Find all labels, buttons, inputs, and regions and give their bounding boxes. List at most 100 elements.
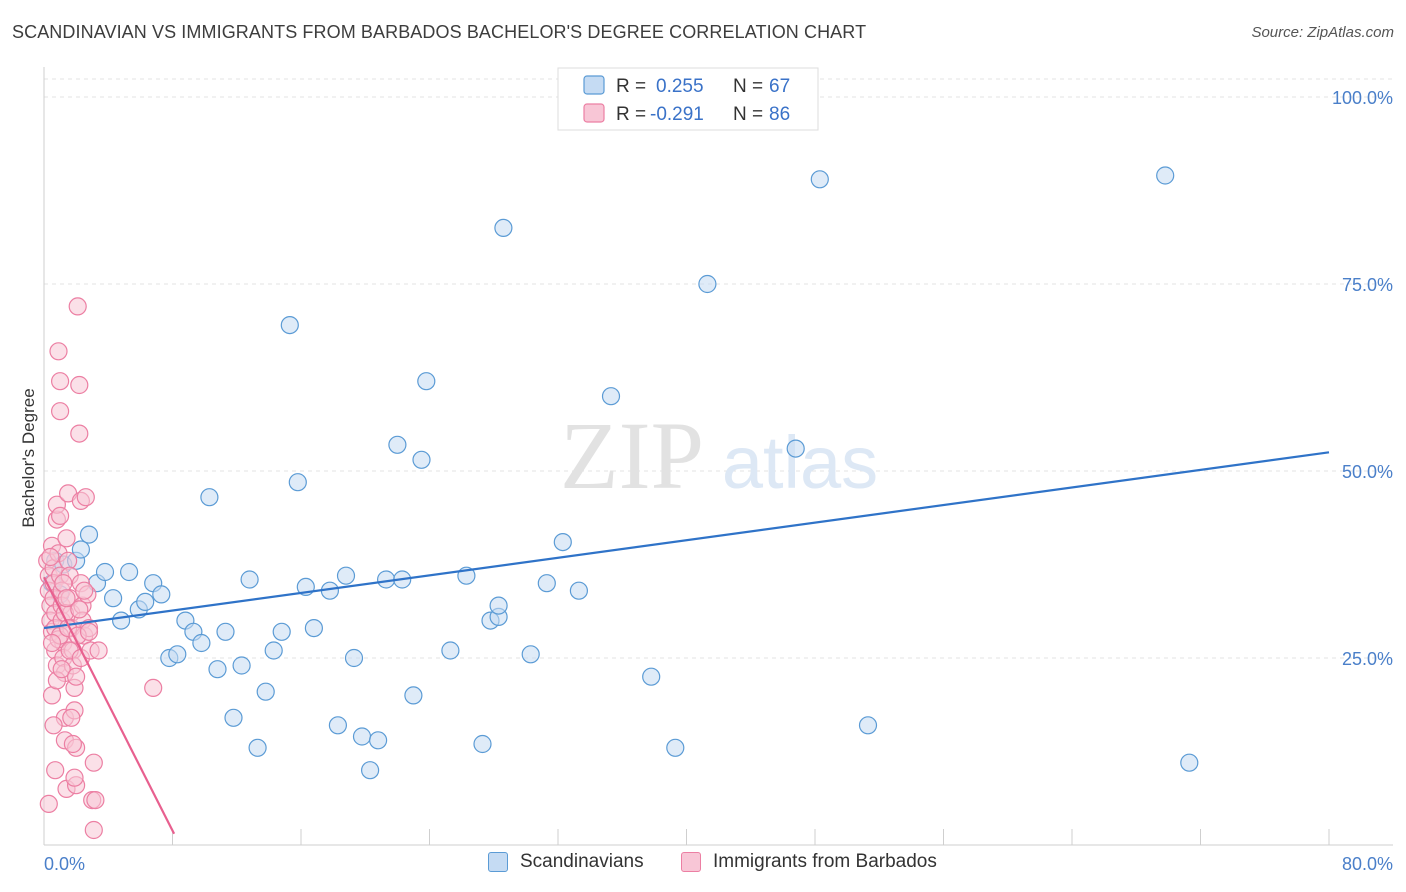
scandinavian-point — [240, 570, 259, 589]
legend-bottom-swatch-scandinavians — [488, 852, 508, 872]
scandinavian-point — [111, 611, 131, 630]
barbados-point — [50, 402, 70, 421]
legend-r-label-scandinavians: R = — [616, 76, 646, 97]
barbados-point — [70, 424, 89, 443]
scandinavian-point — [404, 686, 423, 705]
scandinavian-point — [71, 540, 91, 559]
legend-r-value-scandinavians: 0.255 — [656, 76, 704, 97]
scandinavian-point — [786, 439, 805, 458]
scandinavian-point — [1180, 753, 1199, 772]
barbados-point — [50, 506, 70, 526]
x-tick-label-min: 0.0% — [44, 854, 85, 874]
scandinavian-point — [304, 618, 323, 638]
source-label: Source: ZipAtlas.com — [1251, 24, 1394, 41]
scandinavian-point — [417, 372, 436, 391]
scandinavian-point — [336, 566, 356, 585]
scandinavian-point — [698, 274, 717, 294]
scandinavian-point — [352, 727, 372, 746]
scandinavian-point — [264, 641, 283, 660]
scandinavian-point — [152, 585, 171, 604]
scandinavian-point — [494, 218, 513, 237]
scandinavian-point — [192, 633, 211, 653]
scandinavian-point — [208, 660, 227, 679]
legend-n-value-barbados: 86 — [769, 104, 790, 125]
y-tick-label: 75.0% — [1342, 275, 1393, 295]
legend-swatch-barbados — [583, 103, 605, 123]
scandinavian-point — [288, 473, 307, 492]
scandinavian-point — [858, 716, 878, 735]
scandinavian-point — [489, 596, 508, 615]
scandinavian-point — [200, 488, 219, 507]
barbados-point — [39, 794, 58, 814]
scandinavian-point — [361, 761, 380, 780]
barbados-point — [42, 686, 62, 705]
scandinavian-point — [369, 731, 388, 750]
y-tick-labels: 100.0% 75.0% 50.0% 25.0% — [1332, 88, 1393, 669]
scandinavian-point — [272, 622, 291, 641]
barbados-point — [44, 716, 63, 735]
barbados-point — [70, 600, 89, 619]
trend-line-barbados — [43, 576, 176, 835]
legend-bottom-label-barbados: Immigrants from Barbados — [713, 851, 937, 872]
barbados-point — [70, 375, 89, 395]
barbados-point — [66, 667, 86, 686]
legend-bottom: Scandinavians Immigrants from Barbados — [0, 851, 1406, 879]
scandinavian-point — [521, 645, 540, 664]
scandinavian-point — [168, 645, 187, 664]
y-tick-label: 100.0% — [1332, 88, 1393, 108]
barbados-point — [75, 581, 94, 600]
barbados-point — [89, 641, 108, 660]
scandinavian-point — [232, 656, 251, 675]
scandinavian-point — [810, 170, 829, 189]
barbados-point — [42, 633, 62, 653]
barbados-point — [84, 820, 103, 840]
legend-n-label-scandinavians: N = — [733, 76, 763, 97]
scandinavian-point — [95, 562, 115, 582]
scandinavian-point — [388, 435, 407, 454]
scandinavian-point — [136, 592, 155, 612]
scandinavian-point — [103, 589, 123, 608]
scandinavian-point — [328, 716, 347, 735]
scandinavian-point — [248, 738, 267, 757]
watermark: ZIP atlas — [560, 402, 878, 509]
barbados-point — [76, 488, 95, 507]
scandinavian-point — [1156, 166, 1175, 185]
barbados-point — [52, 660, 71, 679]
barbados-point — [84, 753, 103, 772]
scandinavian-point — [537, 574, 556, 593]
legend-item-scandinavians[interactable]: Scandinavians — [488, 851, 644, 873]
barbados-point — [68, 297, 87, 316]
scandinavian-point — [473, 734, 492, 754]
barbados-point — [63, 734, 83, 754]
legend-top: R = 0.255 N = 67 R = -0.291 N = 86 — [557, 67, 819, 131]
legend-n-value-scandinavians: 67 — [769, 76, 790, 97]
barbados-point — [62, 708, 81, 727]
y-axis-label: Bachelor's Degree — [19, 388, 38, 527]
barbados-point — [57, 589, 76, 608]
trend-lines — [43, 451, 1330, 835]
chart-title: SCANDINAVIAN VS IMMIGRANTS FROM BARBADOS… — [12, 22, 867, 42]
barbados-point — [65, 768, 84, 787]
barbados-point — [54, 574, 73, 593]
watermark-zip: ZIP — [560, 402, 704, 509]
legend-item-barbados[interactable]: Immigrants from Barbados — [681, 851, 937, 873]
barbados-point — [41, 547, 60, 567]
trend-line-scandinavians — [43, 451, 1330, 630]
scandinavian-point — [441, 641, 460, 660]
scandinavian-point — [79, 525, 99, 544]
scandinavian-point — [216, 622, 235, 641]
scandinavian-point — [553, 532, 572, 552]
scandinavian-point — [280, 316, 299, 335]
barbados-point — [57, 529, 76, 548]
scandinavian-point — [569, 581, 589, 600]
barbados-point — [79, 622, 99, 641]
legend-swatch-scandinavians — [583, 75, 605, 95]
scandinavian-point — [344, 648, 364, 668]
scandinavian-point — [601, 387, 621, 406]
scandinavian-point — [666, 738, 685, 757]
x-tick-label-max: 80.0% — [1342, 854, 1393, 874]
barbados-point — [86, 790, 105, 810]
legend-bottom-label-scandinavians: Scandinavians — [520, 851, 644, 872]
barbados-point — [49, 342, 68, 361]
